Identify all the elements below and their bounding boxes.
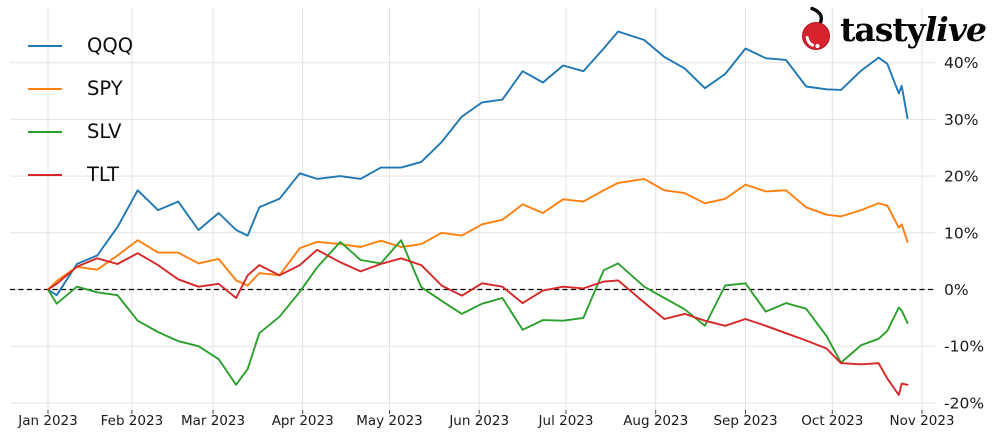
spy-line-swatch [28,87,62,90]
svg-text:Aug 2023: Aug 2023 [623,413,688,429]
legend-item-qqq: QQQ [28,24,133,67]
legend-label-spy: SPY [87,76,123,100]
logo-text-live: live [924,10,987,49]
svg-text:Apr 2023: Apr 2023 [272,413,334,429]
legend-item-tlt: TLT [28,153,133,196]
legend-item-spy: SPY [28,67,133,110]
legend-label-tlt: TLT [87,162,120,186]
svg-text:20%: 20% [944,168,978,186]
legend-label-slv: SLV [87,119,122,143]
svg-text:40%: 40% [944,54,978,72]
svg-text:Jun 2023: Jun 2023 [448,413,509,429]
cherry-icon [802,6,831,50]
svg-text:-20%: -20% [944,394,984,412]
logo-text-tasty: tasty [840,10,926,49]
svg-text:Nov 2023: Nov 2023 [890,413,955,429]
svg-text:-10%: -10% [944,338,984,356]
svg-text:Jan 2023: Jan 2023 [17,413,77,429]
tastylive-logo: tastylive [799,6,987,52]
svg-text:Mar 2023: Mar 2023 [181,413,245,429]
chart-legend: QQQ SPY SLV TLT [28,24,133,196]
legend-item-slv: SLV [28,110,133,153]
tlt-line-swatch [28,173,62,176]
svg-text:0%: 0% [944,281,969,299]
logo-wordmark: tastylive [840,8,987,52]
svg-text:30%: 30% [944,111,978,129]
svg-text:May 2023: May 2023 [356,413,423,429]
svg-text:Sep 2023: Sep 2023 [713,413,777,429]
svg-text:10%: 10% [944,224,978,242]
svg-text:Jul 2023: Jul 2023 [538,413,594,429]
qqq-line-swatch [28,44,62,47]
legend-label-qqq: QQQ [87,33,134,57]
slv-line-swatch [28,130,62,133]
svg-text:Feb 2023: Feb 2023 [101,413,164,429]
svg-text:Oct 2023: Oct 2023 [801,413,863,429]
